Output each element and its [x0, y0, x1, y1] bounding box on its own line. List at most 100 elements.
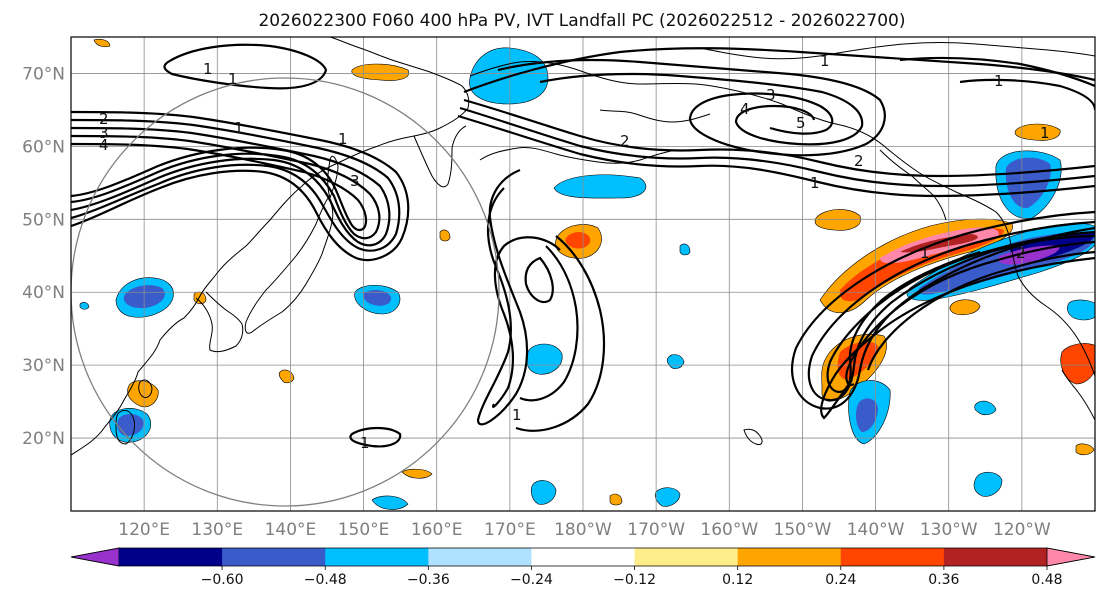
coastline-philippines [115, 409, 135, 445]
anomaly-blob [1014, 123, 1061, 141]
colorbar [70, 547, 1096, 567]
lon-label: 170°W [627, 520, 685, 540]
lon-label: 130°E [191, 520, 243, 540]
contour-label: 1 [228, 70, 238, 88]
contour-label: 4 [99, 136, 109, 154]
anomaly-blob [814, 209, 861, 231]
colorbar-tick-label: −0.24 [510, 572, 553, 588]
anomaly-blob [949, 299, 981, 316]
anomaly-blob [93, 38, 111, 48]
map-title: 2026022300 F060 400 hPa PV, IVT Landfall… [258, 11, 905, 31]
contour-line [71, 110, 410, 262]
lon-label: 130°W [920, 520, 978, 540]
anomaly-blob [974, 400, 997, 416]
contour-line [457, 114, 1095, 198]
colorbar-segment [325, 548, 429, 566]
coastline-korea [195, 291, 244, 353]
anomaly-blob [855, 398, 878, 432]
coastline-kamchatka [413, 125, 467, 188]
anomaly-blob [351, 63, 410, 81]
colorbar-tick-label: −0.12 [613, 572, 656, 588]
contour-line [71, 134, 381, 240]
anomaly-blob [439, 229, 451, 242]
coastlines [71, 37, 1095, 456]
contour-line [826, 230, 1095, 394]
contour-line [845, 240, 1095, 387]
map-gridlines [71, 37, 1095, 511]
colorbar-tick-label: −0.60 [201, 572, 244, 588]
lon-label: 150°W [774, 520, 832, 540]
lon-label: 140°E [265, 520, 317, 540]
colorbar-outline [70, 547, 1096, 567]
contour-line [866, 250, 1095, 371]
map-area: 1 1 2 3 4 1 1 3 1 2 3 4 5 2 1 1 1 1 2 1 … [70, 36, 1096, 512]
colorbar-tick-labels: −0.60 −0.48 −0.36 −0.24 −0.12 0.12 0.24 0.36 0.4… [201, 566, 1063, 588]
contour-label: 1 [338, 130, 348, 148]
contour-label: 1 [234, 119, 244, 137]
anomaly-blob [526, 343, 563, 375]
coastline-arctic [699, 42, 1095, 60]
contour-label: 3 [766, 86, 776, 104]
colorbar-segment [634, 548, 739, 566]
lat-label: 40°N [22, 283, 65, 303]
anomaly-blob [117, 414, 144, 436]
pv-contours [71, 43, 1095, 448]
contour-line [791, 210, 1095, 410]
anomaly-blob [1067, 299, 1095, 321]
contour-line [820, 256, 1095, 420]
lon-label: 180°W [554, 520, 612, 540]
map-frame [70, 36, 1096, 512]
lat-label: 70°N [22, 64, 65, 84]
contour-label: 2 [620, 132, 630, 150]
colorbar-segment [737, 548, 842, 566]
contour-line [349, 426, 402, 448]
longitude-labels: 120°E 130°E 140°E 150°E 160°E 170°E 180°W 170°W… [118, 520, 1051, 540]
contour-line [492, 236, 561, 408]
contour-label: 2 [854, 152, 864, 170]
contour-label: 4 [740, 100, 750, 118]
contour-label: 1 [810, 174, 820, 192]
coastline-mexico [1061, 369, 1095, 421]
colorbar-tick-label: 0.48 [1031, 572, 1062, 588]
anomaly-blob [973, 471, 1003, 497]
colorbar-tick-label: −0.48 [304, 572, 347, 588]
lon-label: 160°W [700, 520, 758, 540]
coastline-sakhalin [327, 155, 339, 200]
anomaly-blob [1075, 443, 1095, 456]
contour-line [524, 256, 554, 304]
colorbar-segment [428, 548, 532, 566]
contour-line [71, 142, 368, 232]
colorbar-extend-high [1046, 547, 1096, 567]
lon-label: 150°E [338, 520, 390, 540]
lon-label: 120°W [993, 520, 1051, 540]
colorbar-tick-label: 0.36 [928, 572, 959, 588]
range-circle [71, 77, 500, 507]
contour-label: 1 [512, 406, 522, 424]
colorbar-tick-label: 0.12 [722, 572, 753, 588]
contour-label: 1 [994, 72, 1004, 90]
contour-line [807, 220, 1095, 402]
lat-label: 30°N [22, 356, 65, 376]
contour-label: 1 [820, 52, 830, 70]
coastline-hawaii [743, 428, 763, 445]
anomaly-blob [401, 468, 433, 479]
contour-line [899, 56, 1095, 88]
coastline-bering-north [599, 109, 711, 123]
contour-line [519, 245, 579, 402]
contour-label: 1 [203, 60, 213, 78]
colorbar-segment [222, 548, 326, 566]
lat-label: 60°N [22, 137, 65, 157]
anomaly-blob [371, 495, 409, 510]
anomaly-blob [79, 302, 90, 310]
contour-label: 5 [796, 114, 806, 132]
colorbar-segment [119, 548, 223, 566]
coastline-taiwan [138, 379, 153, 399]
contour-label: 1 [920, 244, 930, 262]
anomaly-blob [679, 243, 691, 256]
colorbar-tick-label: −0.36 [407, 572, 450, 588]
lat-label: 50°N [22, 210, 65, 230]
lon-label: 140°W [847, 520, 905, 540]
lat-label: 20°N [22, 429, 65, 449]
lon-label: 160°E [411, 520, 463, 540]
contour-labels: 1 1 2 3 4 1 1 3 1 2 3 4 5 2 1 1 1 1 2 1 … [99, 52, 1050, 452]
